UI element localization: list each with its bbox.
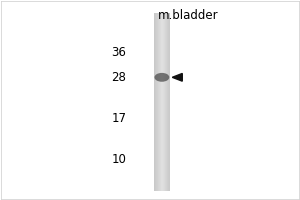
Bar — [167, 13, 168, 191]
Bar — [165, 13, 166, 191]
Bar — [163, 13, 164, 191]
Bar — [169, 13, 170, 191]
Text: 36: 36 — [111, 46, 126, 59]
Bar — [154, 13, 155, 191]
Bar — [160, 13, 161, 191]
Bar — [166, 13, 167, 191]
Bar — [157, 13, 158, 191]
Bar — [156, 13, 157, 191]
Bar — [162, 13, 163, 191]
Bar — [168, 13, 169, 191]
Polygon shape — [172, 73, 182, 81]
Bar — [159, 13, 160, 191]
Bar — [155, 13, 156, 191]
Ellipse shape — [154, 73, 169, 82]
Text: 17: 17 — [111, 112, 126, 125]
Text: 28: 28 — [111, 71, 126, 84]
Text: m.bladder: m.bladder — [158, 9, 219, 22]
Bar — [164, 13, 165, 191]
Text: 10: 10 — [111, 153, 126, 166]
Bar — [161, 13, 162, 191]
Bar — [158, 13, 159, 191]
